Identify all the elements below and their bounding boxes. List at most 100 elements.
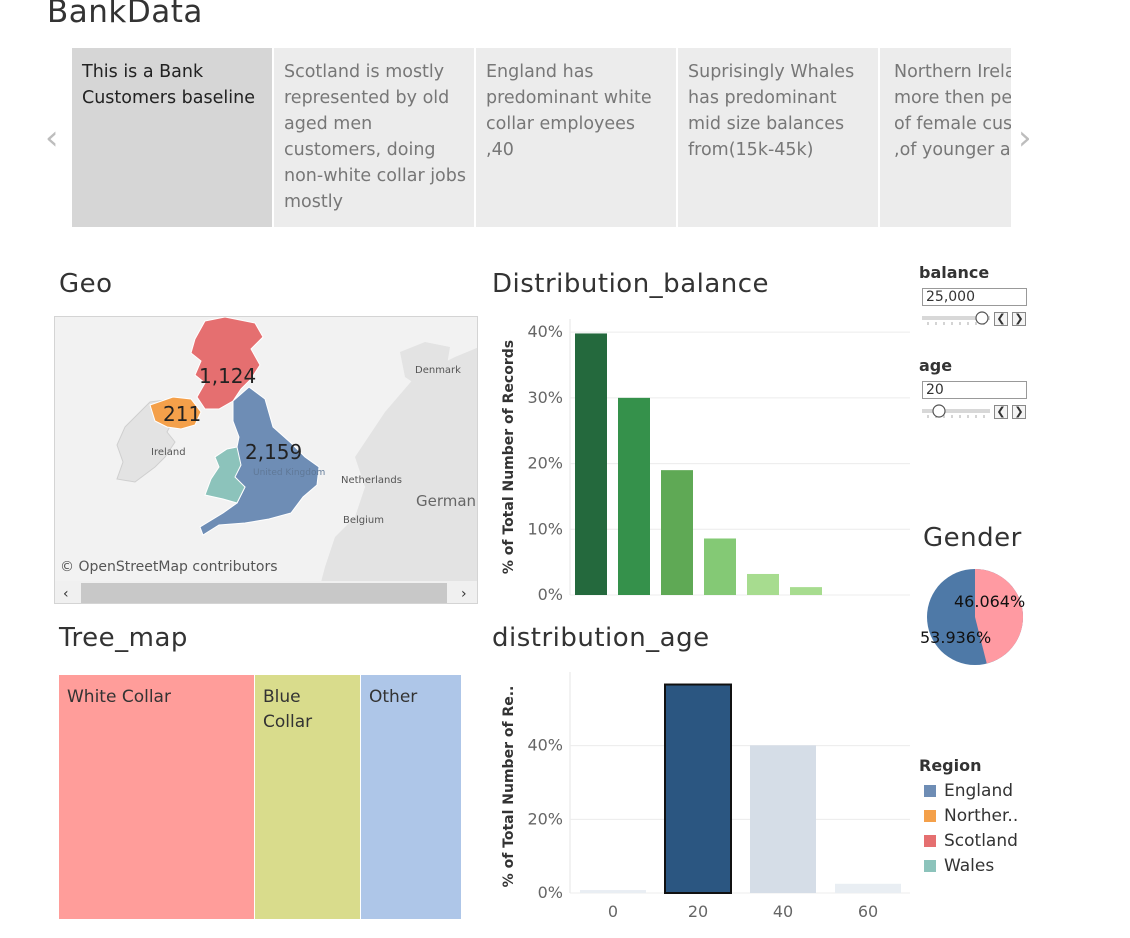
continent-landmass xyxy=(315,347,477,603)
age-bar[interactable] xyxy=(835,883,901,893)
slider-ticks xyxy=(927,322,985,325)
chevron-right-icon[interactable]: › xyxy=(1018,118,1032,158)
legend-label: Scotland xyxy=(944,831,1018,851)
scroll-left-icon[interactable]: ‹ xyxy=(63,586,69,602)
age-bar[interactable] xyxy=(750,745,816,893)
female-percent-label: 46.064% xyxy=(954,592,1025,611)
region-scotland[interactable] xyxy=(190,317,264,410)
x-tick-label: 0 xyxy=(608,902,618,921)
y-axis-label: % of Total Number of Re.. xyxy=(501,686,517,888)
age-input[interactable]: 20 xyxy=(922,381,1027,399)
map-attribution: © OpenStreetMap contributors xyxy=(60,559,278,575)
legend-item-wales[interactable]: Wales xyxy=(924,854,1018,879)
y-tick-label: 0% xyxy=(538,883,563,902)
story-navigator: This is a Bank Customers baseline Scotla… xyxy=(72,48,1011,227)
northern-ireland-value-label: 211 xyxy=(163,402,201,426)
legend-item-england[interactable]: England xyxy=(924,779,1018,804)
balance-increment-button[interactable]: ❯ xyxy=(1012,312,1026,326)
legend-swatch xyxy=(924,835,936,847)
legend-label: Wales xyxy=(944,856,995,876)
scroll-right-icon[interactable]: › xyxy=(461,586,467,602)
story-point-text: This is a Bank Customers baseline xyxy=(82,62,255,108)
story-point-5[interactable]: Northern Ireland has more then per cent … xyxy=(880,48,1011,227)
gender-pie-chart[interactable]: 46.064% 53.936% xyxy=(918,565,1030,669)
map-scrollbar-thumb[interactable] xyxy=(81,583,447,603)
uk-place-label: United Kingdom xyxy=(253,468,325,478)
legend-swatch xyxy=(924,860,936,872)
legend-swatch xyxy=(924,810,936,822)
legend-label: Norther.. xyxy=(944,806,1019,826)
balance-bar[interactable] xyxy=(790,587,822,595)
region-wales[interactable] xyxy=(204,446,246,504)
legend-item-northern-ireland[interactable]: Norther.. xyxy=(924,804,1018,829)
region-legend: England Norther.. Scotland Wales xyxy=(924,779,1018,879)
balance-bar[interactable] xyxy=(618,397,650,595)
age-decrement-button[interactable]: ❮ xyxy=(994,405,1008,419)
england-value-label: 2,159 xyxy=(245,440,302,464)
story-point-text: England has predominant white collar emp… xyxy=(486,62,652,160)
male-percent-label: 53.936% xyxy=(920,628,991,647)
balance-bar[interactable] xyxy=(661,470,693,595)
age-bar[interactable] xyxy=(580,890,646,893)
ireland-place-label: Ireland xyxy=(151,447,186,458)
balance-chart-title: Distribution_balance xyxy=(492,269,770,299)
balance-decrement-button[interactable]: ❮ xyxy=(994,312,1008,326)
y-tick-label: 40% xyxy=(527,736,563,755)
geo-map[interactable]: 1,124 211 2,159 Ireland United Kingdom D… xyxy=(54,316,478,604)
slider-thumb[interactable] xyxy=(975,311,989,325)
denmark-place-label: Denmark xyxy=(415,365,461,376)
age-increment-button[interactable]: ❯ xyxy=(1012,405,1026,419)
belgium-place-label: Belgium xyxy=(343,515,384,526)
chevron-left-icon[interactable]: ‹ xyxy=(45,118,59,158)
balance-slider[interactable] xyxy=(920,309,1030,327)
age-slider[interactable] xyxy=(920,402,1030,420)
germany-place-label: German xyxy=(416,492,476,510)
legend-item-scotland[interactable]: Scotland xyxy=(924,829,1018,854)
treemap-cell-label: White Collar xyxy=(67,687,171,707)
legend-swatch xyxy=(924,785,936,797)
age-control-label: age xyxy=(919,356,953,375)
region-legend-title: Region xyxy=(919,756,982,775)
geo-title: Geo xyxy=(59,269,113,299)
slider-thumb[interactable] xyxy=(932,404,946,418)
balance-bar[interactable] xyxy=(704,538,736,595)
story-point-text: Northern Ireland has more then per cent … xyxy=(894,62,1011,160)
balance-bar[interactable] xyxy=(575,333,607,595)
dashboard-title: BankData xyxy=(47,0,203,30)
story-point-text: Scotland is mostly represented by old ag… xyxy=(284,62,466,212)
job-treemap: White Collar Blue Collar Other xyxy=(59,675,461,919)
balance-bar[interactable] xyxy=(747,573,779,595)
treemap-cell-white-collar[interactable]: White Collar xyxy=(59,675,255,919)
story-point-1[interactable]: This is a Bank Customers baseline xyxy=(72,48,272,227)
story-point-2[interactable]: Scotland is mostly represented by old ag… xyxy=(274,48,474,227)
legend-label: England xyxy=(944,781,1014,801)
treemap-cell-label: Other xyxy=(369,687,418,707)
age-chart-title: distribution_age xyxy=(492,623,710,653)
balance-distribution-chart: 0% 10% 20% 30% 40% % of Total Number of Recor… xyxy=(501,319,910,604)
y-tick-label: 30% xyxy=(527,388,563,407)
y-tick-label: 20% xyxy=(527,454,563,473)
y-tick-label: 40% xyxy=(527,322,563,341)
treemap-cell-other[interactable]: Other xyxy=(361,675,461,919)
pie-slice-female[interactable] xyxy=(975,569,1024,664)
scotland-value-label: 1,124 xyxy=(199,364,256,388)
x-tick-label: 40 xyxy=(773,902,793,921)
balance-input[interactable]: 25,000 xyxy=(922,288,1027,306)
x-tick-label: 20 xyxy=(688,902,708,921)
denmark-landmass xyxy=(400,342,450,387)
story-point-4[interactable]: Suprisingly Whales has predominant mid s… xyxy=(678,48,878,227)
age-bar[interactable] xyxy=(664,683,732,895)
y-axis-label: % of Total Number of Records xyxy=(501,340,517,574)
story-point-3[interactable]: England has predominant white collar emp… xyxy=(476,48,676,227)
netherlands-place-label: Netherlands xyxy=(341,475,402,486)
y-tick-label: 10% xyxy=(527,519,563,538)
y-tick-label: 0% xyxy=(538,585,563,604)
slider-track xyxy=(922,409,990,413)
story-point-text: Suprisingly Whales has predominant mid s… xyxy=(688,62,855,160)
age-distribution-chart: 0% 20% 40% 0 20 40 60 % of Total Number of Re.. xyxy=(501,672,910,921)
gender-title: Gender xyxy=(923,523,1022,553)
treemap-cell-blue-collar[interactable]: Blue Collar xyxy=(255,675,361,919)
region-northern-ireland[interactable] xyxy=(149,396,202,430)
treemap-title: Tree_map xyxy=(59,623,188,653)
map-canvas[interactable]: 1,124 211 2,159 Ireland United Kingdom D… xyxy=(55,317,478,604)
